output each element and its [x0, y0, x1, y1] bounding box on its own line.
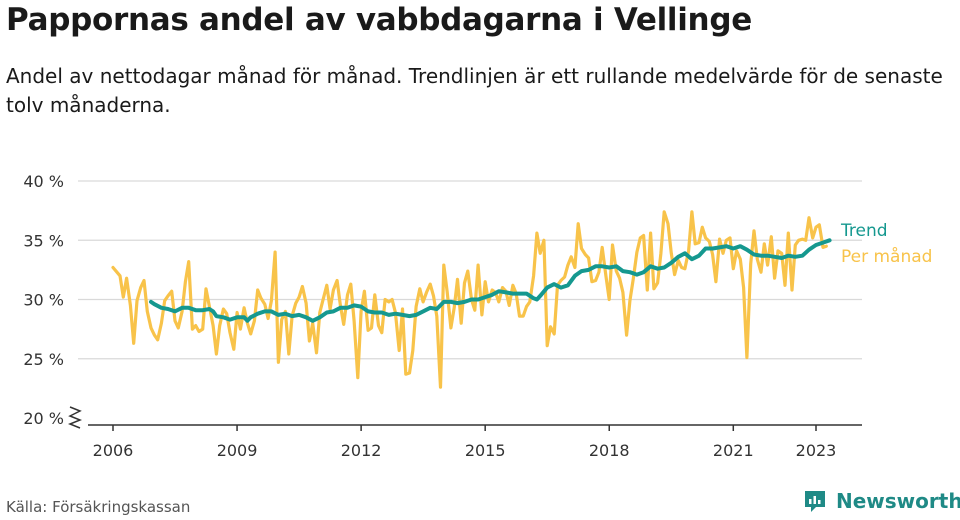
brand-logo: Newsworthy: [802, 488, 960, 514]
axis-break-icon: [67, 406, 83, 429]
newsworthy-icon: [805, 491, 825, 512]
x-tick-label: 2015: [465, 441, 506, 460]
chart-area: 20 % 25 % 30 % 35 % 40 % 2006 2009 2012 2015 201…: [23, 172, 932, 460]
x-tick-label: 2012: [341, 441, 382, 460]
x-tick-label: 2018: [589, 441, 630, 460]
x-axis: 2006 2009 2012 2015 2018 2021 2023: [67, 406, 862, 460]
series-labels: Trend Per månad: [840, 221, 932, 267]
x-tick-label: 2009: [217, 441, 258, 460]
chart-subtitle: Andel av nettodagar månad för månad. Tre…: [6, 64, 943, 117]
y-tick-label: 40 %: [23, 172, 64, 191]
chart-title: Pappornas andel av vabbdagarna i Velling…: [6, 2, 752, 38]
x-tick-label: 2021: [713, 441, 754, 460]
y-axis: 20 % 25 % 30 % 35 % 40 %: [23, 172, 64, 428]
trend-line: [149, 238, 832, 323]
x-tick-label: 2023: [796, 441, 837, 460]
y-tick-label: 35 %: [23, 231, 64, 250]
x-tick-label: 2006: [93, 441, 134, 460]
y-tick-label: 20 %: [23, 409, 64, 428]
trend-label: Trend: [840, 221, 888, 241]
source-note: Källa: Försäkringskassan: [6, 498, 191, 516]
y-tick-label: 25 %: [23, 350, 64, 369]
series-lines: [111, 210, 832, 389]
brand-name: Newsworthy: [836, 489, 960, 513]
y-tick-label: 30 %: [23, 291, 64, 310]
monthly-label: Per månad: [841, 246, 932, 267]
